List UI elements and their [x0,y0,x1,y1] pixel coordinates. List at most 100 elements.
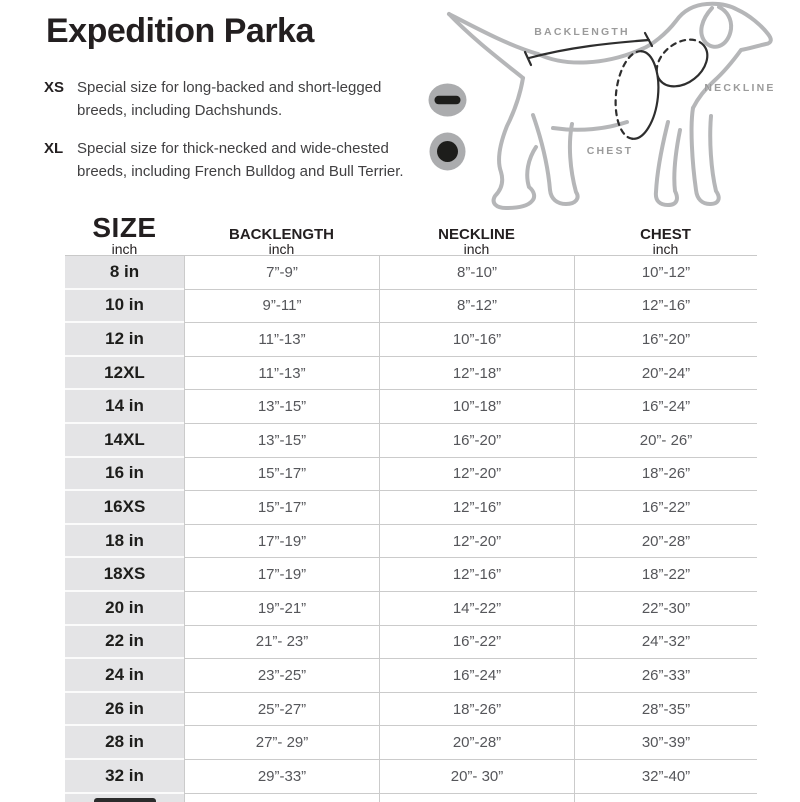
backlength-cell: 13”-15” [184,390,379,424]
chest-cell: 16”-22” [574,491,757,525]
table-row: 16 in 15”-17” 12”-20” 18”-26” [65,457,757,492]
neckline-cell: 16”-24” [379,659,574,693]
chest-cell: 20”- 26” [574,423,757,458]
note-xl-text: Special size for thick-necked and wide-c… [77,140,404,180]
chest-label: CHEST [587,145,634,157]
chest-cell: 16”-20” [574,323,757,357]
backlength-cell: 15”-17” [184,491,379,525]
note-xs: XS Special size for long-backed and shor… [44,76,434,122]
column-header-size: SIZE inch [92,212,157,258]
size-cell: 28 in [65,726,184,760]
chest-cell: 22”-30” [574,591,757,626]
table-row: 10 in 9”-11” 8”-12” 12”-16” [65,289,757,324]
table-row: 12XL 11”-13” 12”-18” 20”-24” [65,356,757,391]
size-cell: 12 in [65,323,184,357]
backlength-cell: 21”- 23” [184,625,379,660]
backlength-cell: 15”-17” [184,457,379,492]
neckline-cell: 16”-20” [379,423,574,458]
chest-cell: 24”-32” [574,625,757,660]
backlength-cell: 11”-13” [184,323,379,357]
backlength-cell: 25”-27” [184,692,379,727]
size-notes: XS Special size for long-backed and shor… [44,76,434,198]
neckline-cell: 16”-22” [379,625,574,660]
table-row: 22 in 21”- 23” 16”-22” 24”-32” [65,625,757,660]
neckline-cell: 20”- 30” [379,759,574,794]
chest-cell: 20”-24” [574,356,757,391]
backlength-cell: 17”-19” [184,524,379,559]
chest-cell: 12”-16” [574,289,757,324]
size-cell: 16 in [65,457,184,492]
size-cell: 24 in [65,659,184,693]
neckline-cell: 10”-16” [379,323,574,357]
neckline-cell: 20”-28” [379,726,574,760]
page-title: Expedition Parka [46,12,314,50]
column-header-chest: CHEST inch [640,225,691,258]
neckline-cell: 8”-12” [379,289,574,324]
chest-cell: 20”-28” [574,524,757,559]
backlength-cell: 11”-13” [184,356,379,391]
size-cell: 14 in [65,390,184,424]
size-cell: 26 in [65,692,184,727]
size-chart-table: SIZE inch BACKLENGTH inch NECKLINE inch … [65,213,757,802]
backlength-cell: 7”-9” [184,256,379,290]
size-cell: 8 in [65,256,184,290]
dot-fastener-icon [429,132,466,171]
clipped-cell [184,793,379,802]
table-row: 18XS 17”-19” 12”-16” 18”-22” [65,558,757,592]
neckline-label: NECKLINE [704,82,775,94]
table-row: 20 in 19”-21” 14”-22” 22”-30” [65,591,757,626]
neckline-cell: 12”-20” [379,524,574,559]
table-row: 28 in 27”- 29” 20”-28” 30”-39” [65,726,757,760]
neckline-cell: 8”-10” [379,256,574,290]
table-row: 18 in 17”-19” 12”-20” 20”-28” [65,524,757,559]
table-row-clipped [65,793,757,802]
size-cell: 18 in [65,524,184,559]
backlength-cell: 13”-15” [184,423,379,458]
chest-cell: 10”-12” [574,256,757,290]
size-cell: 22 in [65,625,184,660]
size-cell: 20 in [65,591,184,626]
clipped-cell [574,793,757,802]
chest-cell: 28”-35” [574,692,757,727]
neckline-cell: 12”-20” [379,457,574,492]
note-xs-label: XS [44,79,65,96]
table-body: 8 in 7”-9” 8”-10” 10”-12” 10 in 9”-11” 8… [65,255,757,802]
column-header-neckline: NECKLINE inch [438,225,515,258]
slot-fastener-icon [428,83,467,117]
clipped-size-cell [65,793,184,802]
size-cell: 14XL [65,423,184,458]
size-cell: 18XS [65,558,184,592]
backlength-cell: 17”-19” [184,558,379,592]
size-cell: 12XL [65,356,184,391]
chest-cell: 18”-26” [574,457,757,492]
backlength-cell: 9”-11” [184,289,379,324]
table-row: 24 in 23”-25” 16”-24” 26”-33” [65,659,757,693]
chest-measure [614,50,660,140]
neckline-measure [655,38,709,88]
table-row: 12 in 11”-13” 10”-16” 16”-20” [65,323,757,357]
note-xl: XL Special size for thick-necked and wid… [44,137,434,183]
measurement-diagram: BACKLENGTH NECKLINE CHEST [428,1,775,210]
table-row: 14XL 13”-15” 16”-20” 20”- 26” [65,423,757,458]
clipped-cell [379,793,574,802]
backlength-cell: 27”- 29” [184,726,379,760]
backlength-cell: 29”-33” [184,759,379,794]
backlength-label: BACKLENGTH [534,26,630,38]
table-row: 8 in 7”-9” 8”-10” 10”-12” [65,256,757,290]
backlength-cell: 19”-21” [184,591,379,626]
note-xl-label: XL [44,140,64,157]
neckline-cell: 12”-16” [379,491,574,525]
neckline-cell: 12”-16” [379,558,574,592]
chest-cell: 32”-40” [574,759,757,794]
table-row: 26 in 25”-27” 18”-26” 28”-35” [65,692,757,727]
note-xs-text: Special size for long-backed and short-l… [77,79,382,119]
size-cell: 32 in [65,759,184,794]
dog-ear [699,5,734,49]
chest-cell: 26”-33” [574,659,757,693]
backlength-measure [523,31,654,67]
neckline-cell: 18”-26” [379,692,574,727]
dog-illustration [447,1,773,210]
neckline-cell: 10”-18” [379,390,574,424]
table-row: 16XS 15”-17” 12”-16” 16”-22” [65,491,757,525]
neckline-cell: 12”-18” [379,356,574,391]
